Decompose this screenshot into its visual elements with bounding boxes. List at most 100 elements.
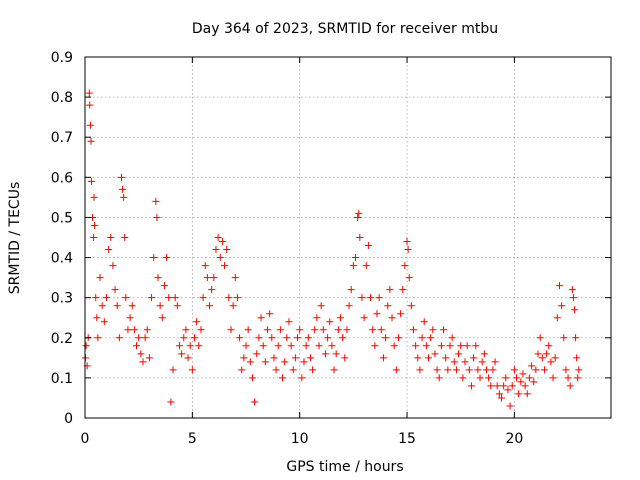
data-point — [510, 366, 518, 374]
x-tick-label: 10 — [291, 431, 309, 447]
data-point — [470, 354, 478, 362]
data-point — [523, 390, 531, 398]
data-point — [515, 390, 523, 398]
data-point — [399, 286, 407, 294]
data-point — [218, 238, 226, 246]
data-point — [91, 221, 99, 229]
data-point — [334, 326, 342, 334]
data-point — [508, 382, 516, 390]
data-point — [128, 302, 136, 310]
data-point — [221, 262, 229, 270]
data-point — [498, 394, 506, 402]
data-point — [394, 334, 402, 342]
data-point — [513, 374, 521, 382]
data-point — [212, 246, 220, 254]
data-point — [225, 294, 233, 302]
data-point — [435, 374, 443, 382]
data-point — [566, 382, 574, 390]
y-tick-label: 0.3 — [51, 291, 73, 307]
data-point — [171, 294, 179, 302]
data-point — [117, 173, 125, 181]
data-point — [431, 350, 439, 358]
data-point — [100, 318, 108, 326]
data-point — [152, 197, 160, 205]
data-point — [130, 326, 138, 334]
data-point — [111, 286, 119, 294]
data-point — [135, 334, 143, 342]
chart-title: Day 364 of 2023, SRMTID for receiver mtb… — [192, 21, 498, 37]
data-point — [313, 314, 321, 322]
data-point — [461, 358, 469, 366]
data-point — [120, 193, 128, 201]
data-point — [476, 374, 484, 382]
x-tick-label: 0 — [81, 431, 90, 447]
y-tick-label: 0.4 — [51, 251, 73, 267]
data-point — [268, 334, 276, 342]
data-point — [109, 262, 117, 270]
data-point — [175, 342, 183, 350]
data-point — [444, 366, 452, 374]
data-point — [392, 366, 400, 374]
data-point — [345, 302, 353, 310]
data-point — [289, 366, 297, 374]
data-point — [452, 366, 460, 374]
data-point — [575, 366, 583, 374]
data-point — [502, 374, 510, 382]
data-point — [525, 374, 533, 382]
data-point — [551, 354, 559, 362]
data-point — [463, 342, 471, 350]
data-point — [375, 294, 383, 302]
data-point — [409, 326, 417, 334]
data-point — [291, 354, 299, 362]
data-point — [309, 366, 317, 374]
data-point — [352, 254, 360, 262]
data-point — [173, 302, 181, 310]
data-point — [574, 374, 582, 382]
data-point — [472, 342, 480, 350]
data-point — [355, 209, 363, 217]
data-point — [571, 306, 579, 314]
data-point — [343, 326, 351, 334]
data-point — [382, 334, 390, 342]
data-point — [223, 246, 231, 254]
data-point — [397, 310, 405, 318]
data-point — [188, 366, 196, 374]
data-point — [569, 294, 577, 302]
data-point — [500, 382, 508, 390]
data-point — [330, 366, 338, 374]
data-point — [180, 334, 188, 342]
data-point — [474, 366, 482, 374]
data-point — [401, 262, 409, 270]
data-point — [427, 334, 435, 342]
data-point — [420, 318, 428, 326]
data-point — [425, 354, 433, 362]
data-point — [119, 185, 127, 193]
data-point — [321, 350, 329, 358]
data-point — [182, 326, 190, 334]
data-point — [216, 254, 224, 262]
data-point — [506, 402, 514, 410]
data-point — [255, 334, 263, 342]
data-point — [283, 334, 291, 342]
data-point — [324, 334, 332, 342]
data-point — [306, 354, 314, 362]
x-axis-title: GPS time / hours — [286, 459, 403, 475]
data-point — [298, 374, 306, 382]
data-point — [203, 274, 211, 282]
data-point — [440, 326, 448, 334]
data-point — [341, 354, 349, 362]
data-point — [300, 358, 308, 366]
data-point — [148, 294, 156, 302]
data-point — [377, 326, 385, 334]
data-point — [141, 334, 149, 342]
data-point — [197, 326, 205, 334]
data-point — [86, 121, 94, 129]
data-point — [246, 358, 254, 366]
data-point — [555, 282, 563, 290]
data-points — [81, 89, 583, 410]
data-point — [231, 274, 239, 282]
data-point — [360, 314, 368, 322]
data-point — [347, 286, 355, 294]
data-point — [562, 366, 570, 374]
